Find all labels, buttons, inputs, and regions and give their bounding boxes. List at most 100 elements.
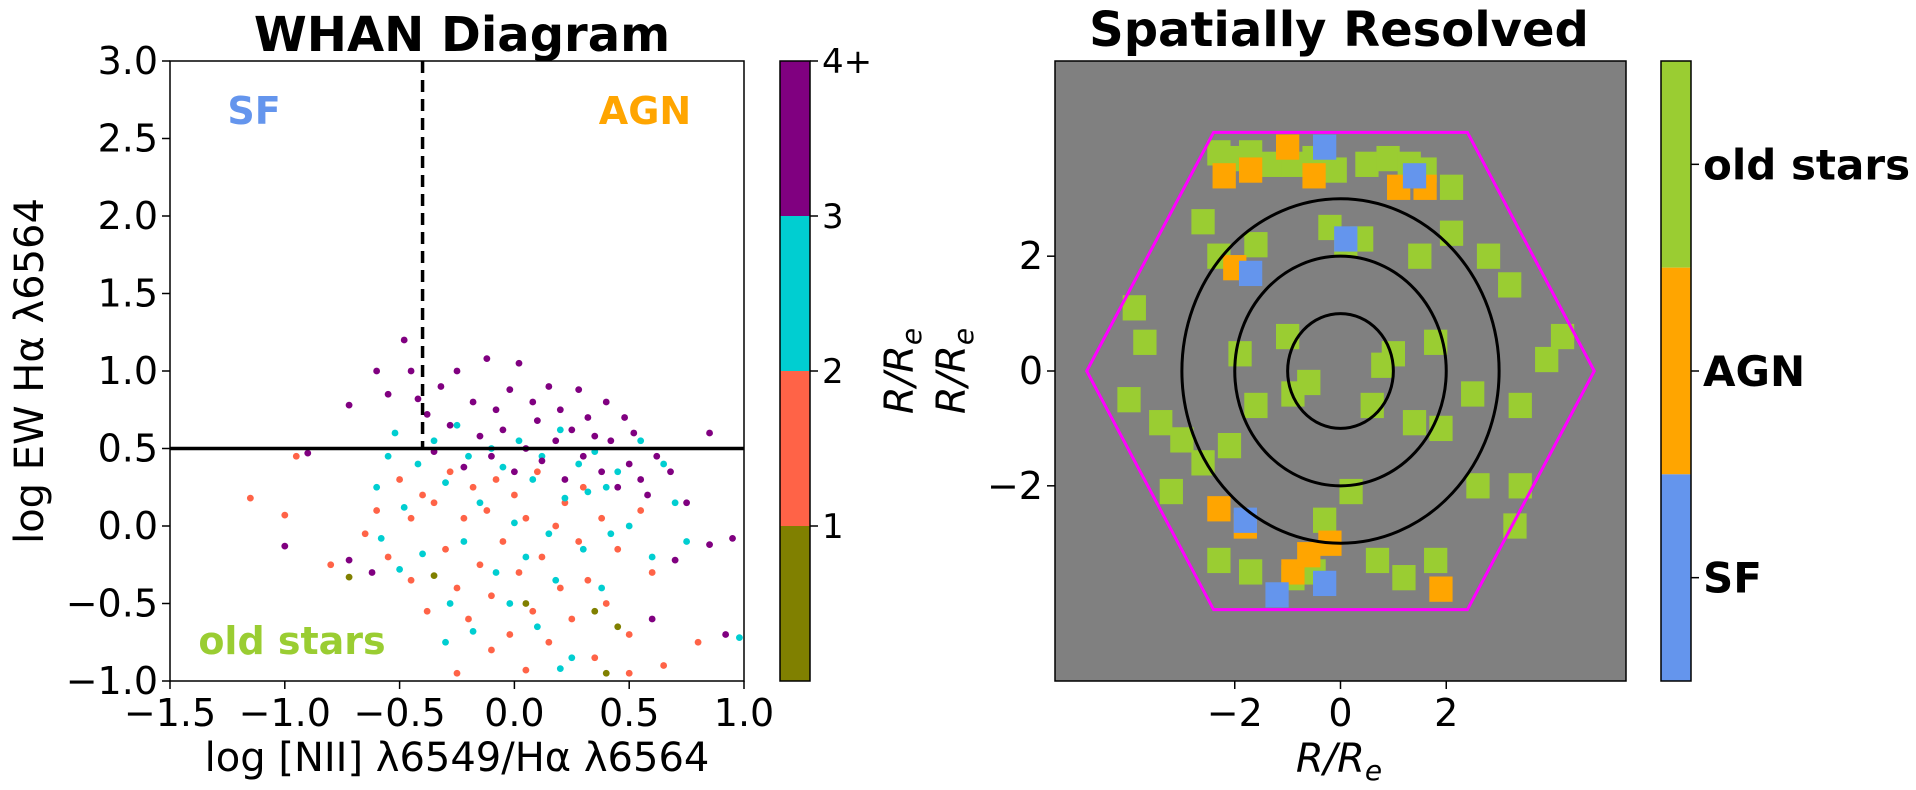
y-tick-label: 0.5 — [98, 427, 158, 471]
colorbar-segment-SF — [1661, 474, 1691, 681]
scatter-point-3-4+ — [568, 426, 576, 434]
colorbar-tick-label: 2 — [822, 352, 844, 392]
map-cell-old-stars — [1149, 410, 1173, 436]
scatter-point-2-3 — [568, 654, 576, 662]
whan-colorbar-ticks: 1 2 3 4+ — [810, 42, 872, 547]
scatter-point-1-2 — [648, 569, 656, 576]
scatter-point-2-3 — [391, 429, 399, 437]
scatter-point-1-2 — [396, 476, 403, 483]
scatter-point-3-4+ — [384, 390, 392, 398]
scatter-point-2-3 — [538, 452, 546, 460]
scatter-point-1-2 — [488, 646, 495, 654]
scatter-point-1-2 — [430, 499, 438, 507]
map-cell-old-stars — [1170, 427, 1194, 453]
scatter-point-2-3 — [614, 468, 622, 476]
whan-y-label: log EW Hα λ6564 — [7, 198, 53, 544]
scatter-point-3-4+ — [499, 426, 507, 434]
y-tick-label: 3.0 — [98, 39, 158, 83]
scatter-point-3-4+ — [545, 383, 553, 390]
scatter-point-3-4+ — [561, 476, 569, 483]
map-cell-old-stars — [1355, 151, 1379, 177]
x-tick-label: −0.5 — [353, 691, 445, 735]
scatter-point-1-2 — [522, 514, 530, 522]
scatter-point-3-4+ — [614, 483, 622, 491]
x-tick-label: 0.0 — [484, 691, 544, 735]
map-cell-old-stars — [1508, 473, 1532, 499]
colorbar-segment-old-stars — [1661, 61, 1691, 268]
scatter-point-3-4+ — [345, 556, 353, 564]
radius-ellipse — [1180, 197, 1501, 545]
scatter-point-2-3 — [533, 623, 541, 631]
scatter-point-3-4+ — [630, 429, 638, 437]
scatter-point-2-3 — [515, 437, 523, 445]
scatter-point-1-2 — [637, 507, 645, 514]
spatial-colorbar — [1661, 61, 1691, 681]
map-cell-old-stars — [1392, 565, 1416, 591]
y-tick-label: 1.0 — [98, 349, 158, 393]
scatter-point-2-3 — [575, 460, 583, 468]
scatter-point-3-4+ — [476, 432, 484, 440]
map-cell-old-stars — [1323, 157, 1347, 183]
map-cell-old-stars — [1376, 145, 1400, 172]
scatter-point-2-3 — [637, 437, 645, 445]
scatter-point-1-2 — [506, 631, 514, 638]
map-cell-old-stars — [1424, 547, 1448, 574]
scatter-point-2-3 — [446, 600, 454, 607]
scatter-point-2-3 — [499, 463, 507, 471]
scatter-point-3-4+ — [575, 386, 583, 393]
whan-scatter-points — [246, 336, 743, 677]
whan-y-ticks: −1.0 −0.5 0.0 0.5 1.0 1.5 2.0 2.5 3.0 — [66, 39, 170, 703]
map-cell-old-stars — [1297, 369, 1321, 396]
map-cell-AGN — [1429, 576, 1453, 602]
whan-title: WHAN Diagram — [254, 7, 670, 63]
scatter-point-1-2 — [361, 530, 369, 538]
scatter-point-1-2 — [538, 553, 546, 561]
scatter-point-1-2 — [246, 494, 254, 502]
scatter-point-2-3 — [584, 488, 592, 496]
x-tick-label: 0 — [1328, 691, 1352, 735]
map-cell-old-stars — [1498, 272, 1522, 298]
hexagon-outline — [1085, 130, 1596, 612]
scatter-point-1-2 — [694, 638, 702, 646]
scatter-point-1-2 — [584, 576, 592, 584]
scatter-point-3-4+ — [653, 452, 661, 460]
scatter-point-2-3 — [506, 600, 514, 607]
scatter-point-3-4+ — [648, 615, 656, 623]
x-tick-label: 1.0 — [714, 691, 774, 735]
y-tick-label: 2.5 — [98, 117, 158, 161]
whan-x-ticks: −1.5 −1.0 −0.5 0.0 0.5 1.0 — [124, 681, 774, 735]
scatter-point-2-3 — [476, 499, 484, 507]
scatter-point-2-3 — [529, 476, 537, 483]
scatter-point-3-4+ — [602, 398, 610, 406]
scatter-point-1-2 — [476, 561, 484, 569]
map-cell-old-stars — [1439, 220, 1464, 246]
whan-colorbar-label: R/Re — [877, 328, 928, 414]
scatter-point-2-3 — [419, 550, 426, 558]
scatter-point-3-4+ — [469, 398, 477, 406]
scatter-point-3-4+ — [607, 437, 615, 445]
scatter-point-3-4+ — [460, 463, 468, 471]
scatter-point-1-2 — [469, 483, 477, 491]
spatial-y-label: R/Re — [929, 328, 980, 414]
scatter-point-3-4+ — [722, 631, 730, 638]
scatter-point-1-2 — [453, 669, 461, 677]
scatter-point-3-4+ — [492, 406, 500, 414]
scatter-point-1-2 — [281, 511, 289, 519]
scatter-point-2-3 — [607, 530, 615, 538]
scatter-point-1-2 — [442, 545, 449, 553]
whan-colorbar — [780, 61, 810, 681]
scatter-point-1-2 — [407, 576, 415, 584]
scatter-point-1-2 — [545, 638, 553, 646]
map-cell-old-stars — [1402, 410, 1427, 436]
colorbar-class-label: old stars — [1703, 140, 1910, 189]
scatter-point-2-3 — [736, 634, 743, 641]
spatial-panel: Spatially Resolved −2 0 2 −2 0 2 R/Re R/Re o… — [929, 2, 1910, 787]
scatter-point-1-2 — [492, 476, 500, 483]
scatter-point-3-4+ — [538, 457, 546, 465]
scatter-point-3-4+ — [729, 535, 736, 542]
x-tick-label: 0.5 — [599, 691, 659, 735]
scatter-point-3-4+ — [281, 542, 289, 550]
map-cell-old-stars — [1461, 381, 1485, 407]
scatter-point-2-3 — [648, 553, 656, 561]
